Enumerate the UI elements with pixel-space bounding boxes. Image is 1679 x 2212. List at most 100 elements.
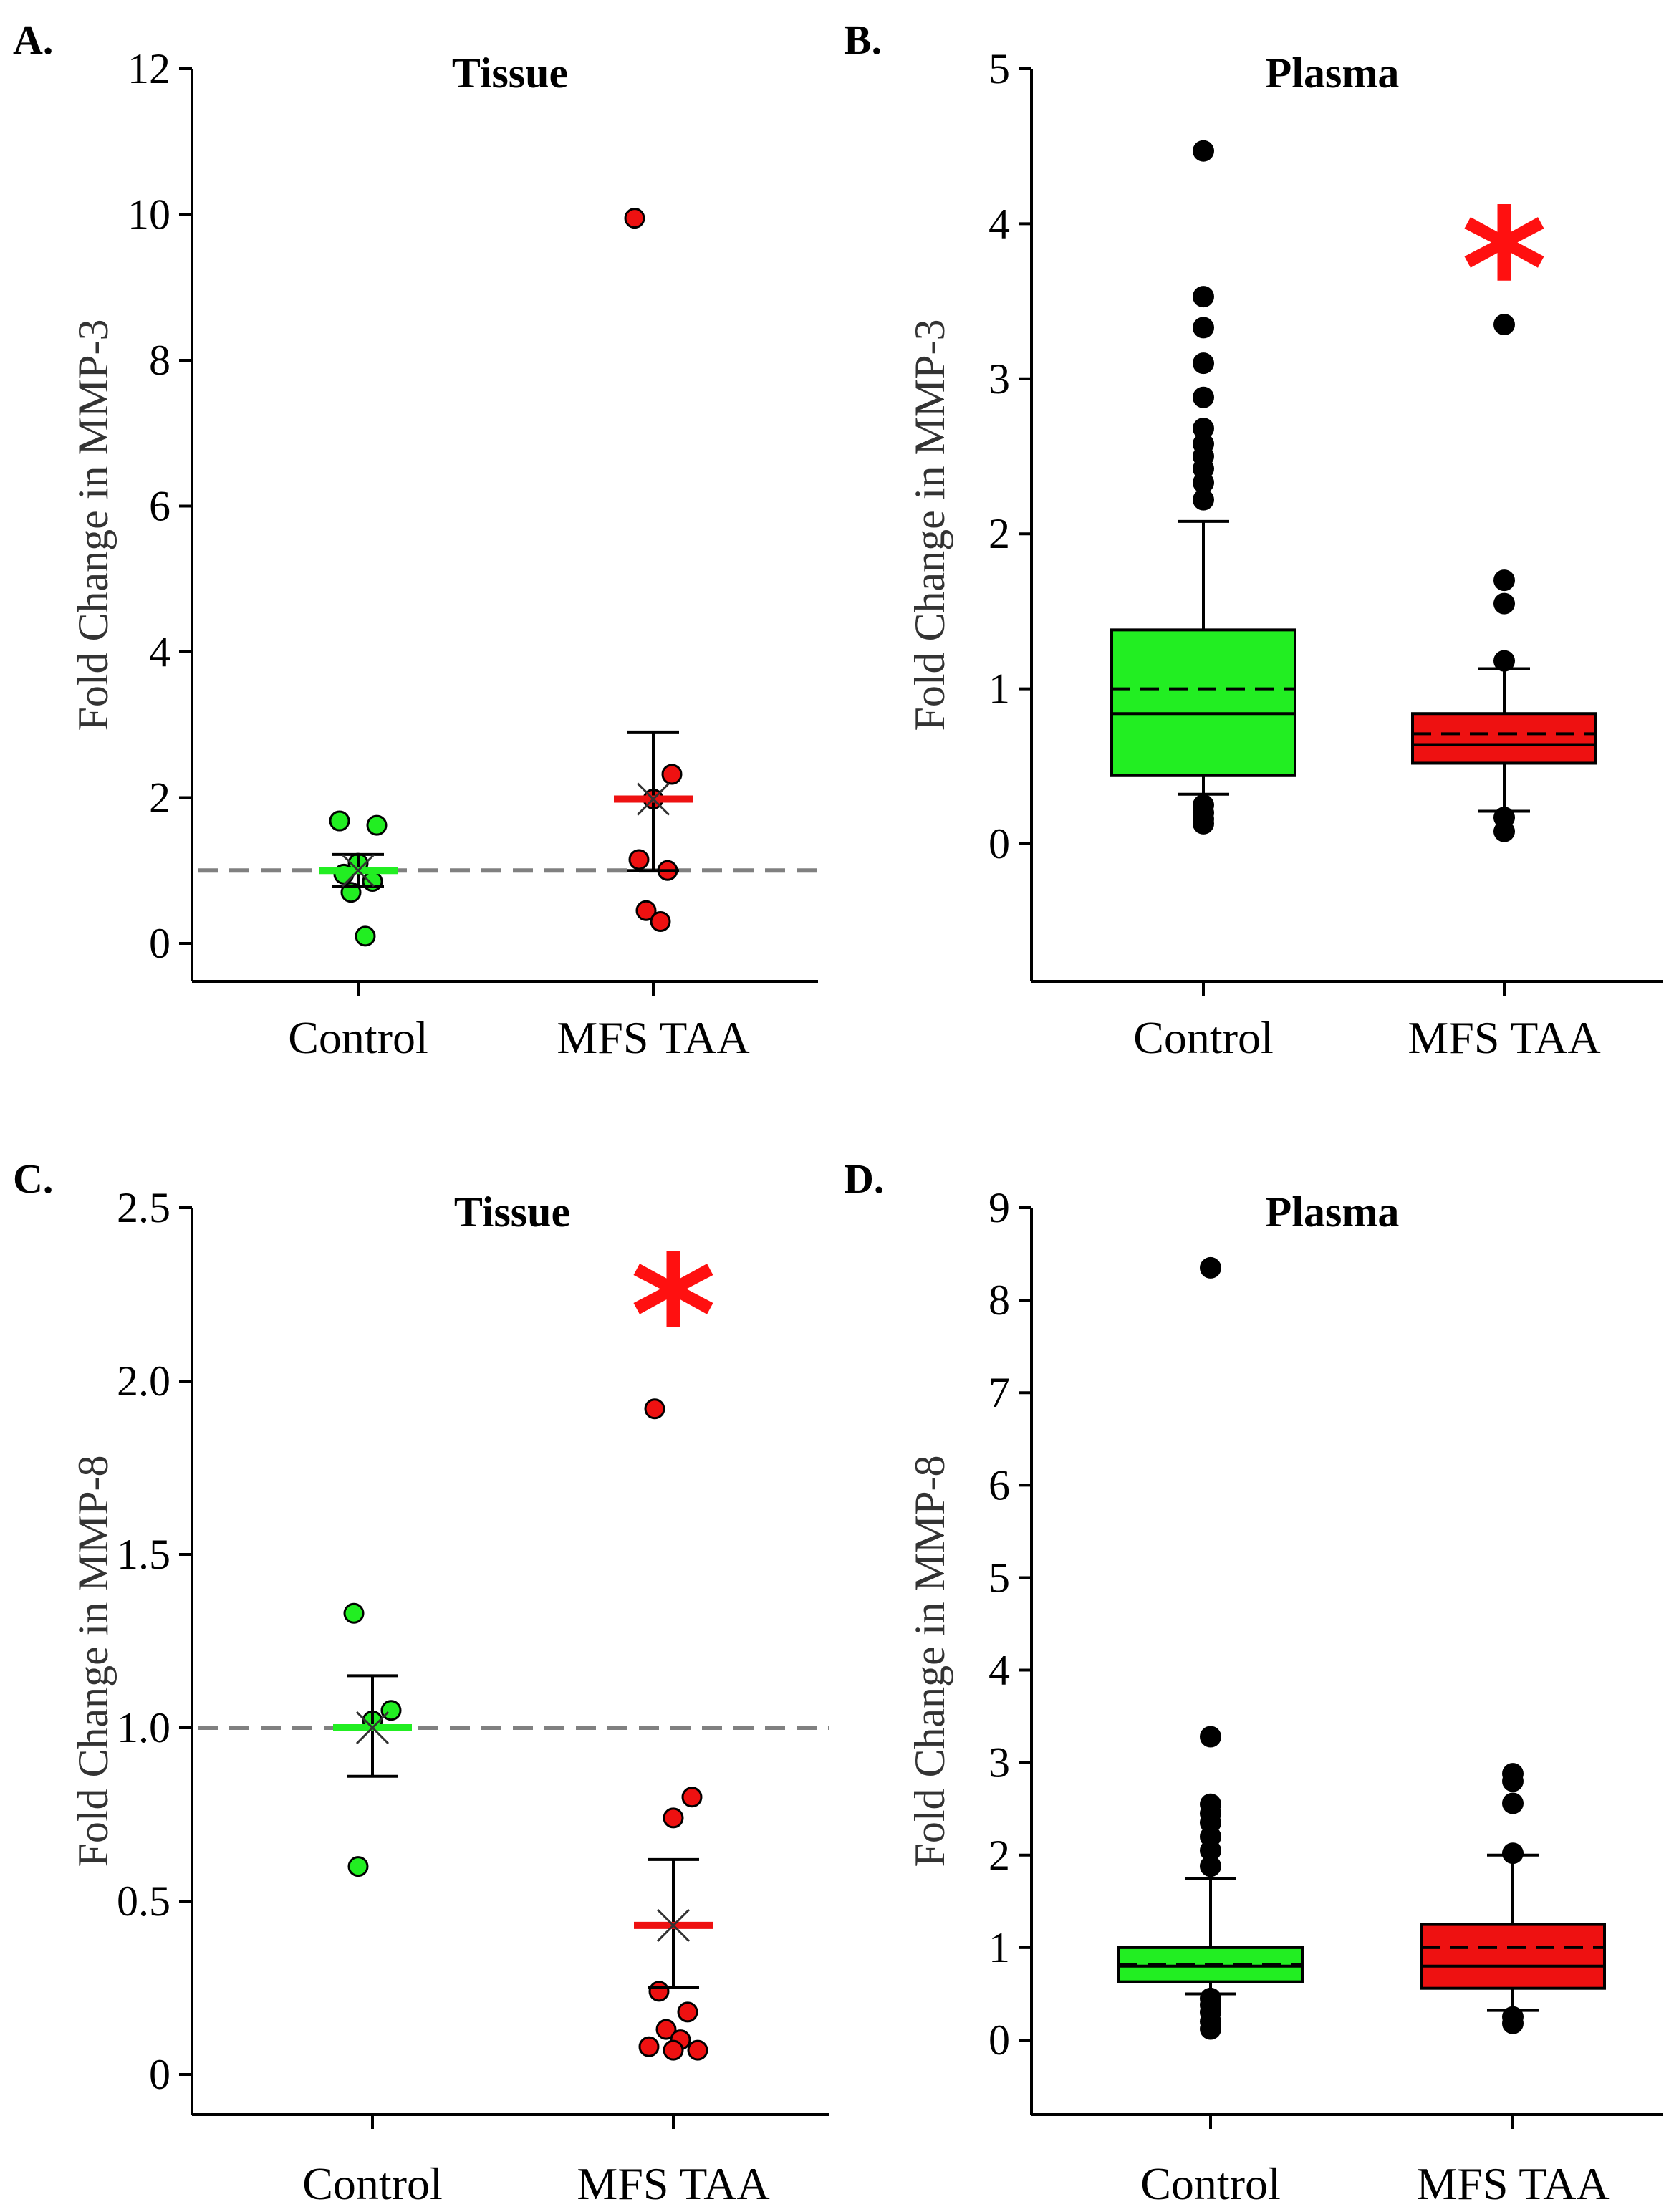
data-point bbox=[663, 1807, 684, 1829]
x-tick-label: MFS TAA bbox=[1416, 2158, 1609, 2209]
outlier-point bbox=[1502, 2012, 1524, 2034]
outlier-point bbox=[1193, 352, 1214, 375]
outlier-point bbox=[1493, 569, 1515, 592]
x-tick-label: Control bbox=[1140, 2158, 1281, 2209]
outlier-point bbox=[1200, 2018, 1221, 2040]
significance-star: * bbox=[630, 1221, 716, 1413]
x-tick-label: MFS TAA bbox=[1408, 1012, 1600, 1063]
data-point bbox=[343, 1602, 365, 1624]
mean-marker bbox=[656, 1908, 691, 1942]
box bbox=[1110, 628, 1296, 777]
y-tick-label: 1 bbox=[988, 1924, 1010, 1971]
mean-marker bbox=[636, 782, 670, 816]
data-point bbox=[644, 1398, 665, 1420]
y-tick-label: 5 bbox=[988, 1554, 1010, 1601]
data-point bbox=[366, 814, 388, 836]
outlier-point bbox=[1493, 314, 1515, 336]
y-tick-label: 1 bbox=[988, 665, 1010, 713]
y-tick-label: 3 bbox=[988, 355, 1010, 403]
data-point bbox=[329, 810, 350, 832]
data-point bbox=[355, 925, 376, 947]
data-point bbox=[655, 2019, 677, 2040]
group-1 bbox=[1411, 314, 1597, 842]
data-point bbox=[663, 2039, 684, 2061]
chart-title: Plasma bbox=[1266, 49, 1400, 97]
mean-marker bbox=[341, 854, 375, 888]
box bbox=[1411, 712, 1597, 765]
data-point bbox=[624, 208, 645, 229]
data-point bbox=[687, 2039, 708, 2061]
panel-label: D. bbox=[844, 1155, 884, 1202]
panel-b: B. Plasma 0 1 2 3 4 5 Fold Change in MMP-3 Contro… bbox=[844, 16, 1663, 1063]
x-tick-label: Control bbox=[302, 2158, 443, 2209]
y-tick-label: 12 bbox=[128, 45, 170, 92]
group-0 bbox=[1110, 140, 1296, 835]
data-point bbox=[628, 849, 650, 870]
y-tick-label: 0 bbox=[149, 920, 170, 967]
y-tick-label: 2 bbox=[988, 1832, 1010, 1879]
group-0 bbox=[1117, 1256, 1304, 2040]
x-tick-label: MFS TAA bbox=[557, 1012, 749, 1063]
outlier-point bbox=[1502, 1792, 1524, 1814]
panel-c: C. Tissue 0 0.5 1.0 1.5 2.0 2.5 Fold Change in M… bbox=[13, 1155, 829, 2209]
y-tick-label: 1.5 bbox=[117, 1531, 170, 1578]
outlier-point bbox=[1193, 140, 1214, 162]
group-1 bbox=[1420, 1763, 1606, 2034]
panel-label: C. bbox=[13, 1155, 53, 1202]
outlier-point bbox=[1502, 1770, 1524, 1792]
x-tick-label: Control bbox=[288, 1012, 428, 1063]
data-point bbox=[638, 2036, 660, 2057]
y-tick-label: 7 bbox=[988, 1369, 1010, 1416]
box bbox=[1420, 1923, 1606, 1990]
y-tick-label: 8 bbox=[988, 1276, 1010, 1324]
data-point bbox=[661, 764, 683, 785]
data-point bbox=[648, 1981, 670, 2002]
outlier-point bbox=[1193, 317, 1214, 339]
y-axis-label: Fold Change in MMP-3 bbox=[906, 319, 953, 731]
data-point bbox=[681, 1787, 703, 1808]
panel-d: D. Plasma 0 1 2 3 4 5 6 7 8 9 Fold Change in MMP-8 Co… bbox=[844, 1155, 1663, 2209]
panel-label: A. bbox=[13, 16, 53, 63]
y-axis-label: Fold Change in MMP-8 bbox=[69, 1455, 117, 1867]
outlier-point bbox=[1200, 1256, 1221, 1279]
outlier-point bbox=[1193, 471, 1214, 494]
y-tick-label: 4 bbox=[149, 628, 170, 675]
outlier-point bbox=[1200, 1840, 1221, 1862]
group-1 bbox=[634, 1398, 713, 2061]
chart-title: Plasma bbox=[1266, 1188, 1400, 1236]
outlier-point bbox=[1193, 386, 1214, 408]
outlier-point bbox=[1193, 812, 1214, 835]
y-tick-label: 8 bbox=[149, 337, 170, 384]
chart-title: Tissue bbox=[454, 1188, 570, 1236]
data-point bbox=[677, 2001, 698, 2023]
outlier-point bbox=[1193, 418, 1214, 440]
y-tick-label: 1.0 bbox=[117, 1704, 170, 1751]
outlier-point bbox=[1193, 286, 1214, 308]
group-1 bbox=[614, 208, 693, 932]
y-axis-label: Fold Change in MMP-8 bbox=[906, 1455, 953, 1867]
y-tick-label: 5 bbox=[988, 45, 1010, 92]
y-tick-label: 2 bbox=[149, 774, 170, 822]
significance-star: * bbox=[1461, 175, 1547, 366]
y-tick-label: 0 bbox=[988, 2016, 1010, 2064]
group-0 bbox=[333, 1602, 412, 1877]
panel-a: A. Tissue 0 2 4 6 8 10 12 Fold Change in MMP-3 Con… bbox=[13, 16, 818, 1063]
y-tick-label: 2.5 bbox=[117, 1184, 170, 1231]
y-tick-label: 4 bbox=[988, 1647, 1010, 1694]
outlier-point bbox=[1493, 820, 1515, 842]
y-tick-label: 6 bbox=[988, 1461, 1010, 1509]
y-tick-label: 2.0 bbox=[117, 1357, 170, 1405]
y-axis-label: Fold Change in MMP-3 bbox=[69, 319, 117, 731]
x-tick-label: MFS TAA bbox=[577, 2158, 769, 2209]
y-tick-label: 4 bbox=[988, 200, 1010, 247]
y-tick-label: 9 bbox=[988, 1184, 1010, 1231]
outlier-point bbox=[1493, 650, 1515, 672]
y-tick-label: 10 bbox=[128, 191, 170, 239]
outlier-point bbox=[1493, 592, 1515, 615]
outlier-point bbox=[1502, 1842, 1524, 1865]
outlier-point bbox=[1200, 1855, 1221, 1877]
outlier-point bbox=[1193, 489, 1214, 511]
y-tick-label: 6 bbox=[149, 483, 170, 530]
y-tick-label: 0 bbox=[149, 2051, 170, 2098]
